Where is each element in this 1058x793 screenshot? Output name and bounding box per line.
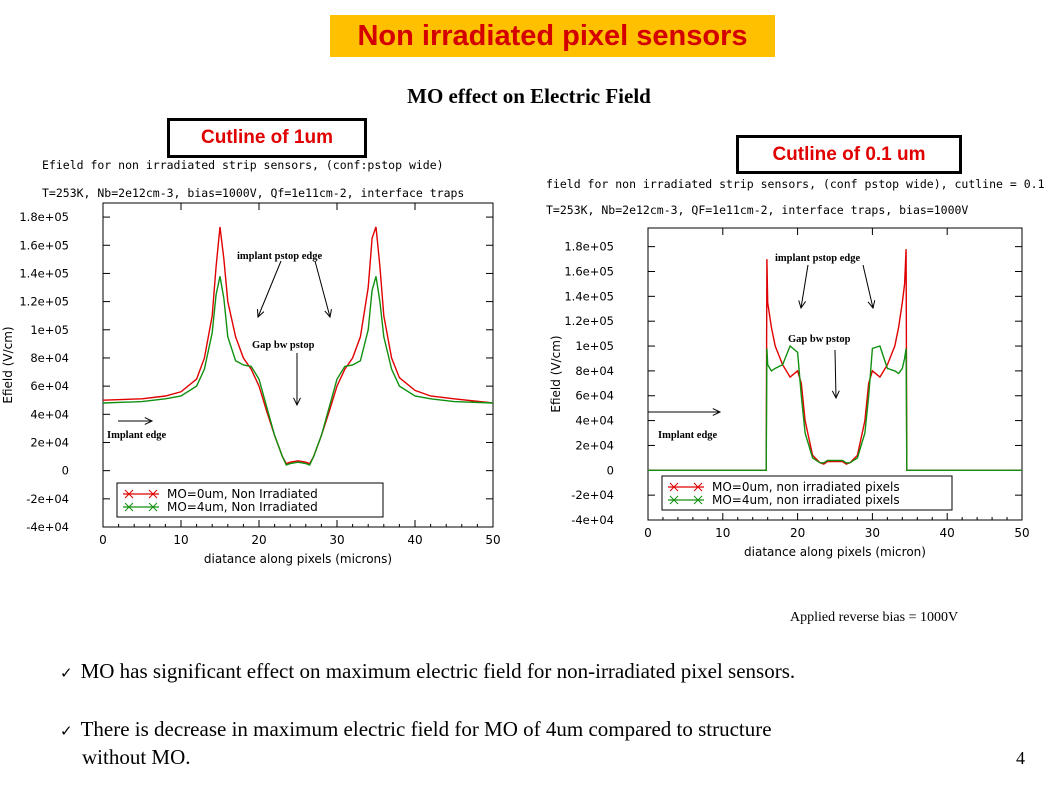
y-tick-label: 0	[607, 463, 614, 477]
annotation-arrow	[257, 260, 282, 318]
cutline-label-left: Cutline of 1um	[167, 118, 367, 158]
chart-header-line: T=253K, Nb=2e12cm-3, bias=1000V, Qf=1e11…	[42, 186, 464, 200]
legend-marker	[669, 495, 679, 505]
bullet-text: without MO.	[82, 745, 191, 769]
y-tick-label: 1e+05	[30, 323, 69, 337]
x-tick-label: 30	[865, 526, 880, 540]
y-tick-label: 1.8e+05	[19, 210, 69, 224]
x-tick-label: 40	[940, 526, 955, 540]
y-tick-label: 6e+04	[575, 389, 614, 403]
y-tick-label: -2e+04	[571, 488, 614, 502]
x-tick-label: 40	[407, 533, 422, 547]
arrow-head	[712, 408, 722, 416]
chart-header-line: T=253K, Nb=2e12cm-3, QF=1e11cm-2, interf…	[546, 203, 968, 217]
page-number: 4	[1016, 748, 1025, 768]
y-tick-label: 1.6e+05	[564, 264, 614, 278]
legend-label: MO=0um, non irradiated pixels	[712, 480, 900, 494]
y-tick-label: -4e+04	[571, 513, 614, 527]
plot-frame	[647, 227, 1023, 521]
series-line	[102, 276, 494, 466]
legend-box	[116, 482, 384, 518]
y-tick-label: 1.2e+05	[564, 314, 614, 328]
chart-header-line: field for non irradiated strip sensors, …	[546, 177, 1045, 191]
annotation-arrow	[834, 349, 837, 399]
annotation-arrow	[314, 260, 331, 318]
annotation-arrow	[800, 264, 809, 309]
legend-box	[661, 475, 953, 511]
arrow-head	[831, 390, 840, 400]
arrow-head	[144, 417, 154, 425]
bullet-text: There is decrease in maximum electric fi…	[80, 717, 772, 741]
x-axis-label: diatance along pixels (micron)	[744, 545, 926, 559]
legend-marker	[693, 482, 703, 492]
x-tick-label: 10	[715, 526, 730, 540]
annotation-label: Implant edge	[107, 430, 167, 441]
arrow-head	[798, 300, 807, 310]
y-axis-label: Efield (V/cm)	[549, 335, 563, 412]
legend-label: MO=4um, Non Irradiated	[167, 500, 318, 514]
bullet-text: MO has significant effect on maximum ele…	[80, 659, 796, 683]
arrow-head	[867, 300, 876, 310]
y-tick-label: 8e+04	[30, 351, 69, 365]
arrow-head	[324, 309, 332, 319]
y-tick-label: 6e+04	[30, 379, 69, 393]
x-axis-label: diatance along pixels (microns)	[204, 552, 392, 566]
chart-right: field for non irradiated strip sensors, …	[546, 177, 1045, 559]
y-tick-label: 1.8e+05	[564, 240, 614, 254]
y-tick-label: 1.4e+05	[564, 289, 614, 303]
y-tick-label: 1.6e+05	[19, 238, 69, 252]
y-tick-label: 4e+04	[575, 414, 614, 428]
y-tick-label: 0	[62, 464, 69, 478]
y-tick-label: 1.4e+05	[19, 266, 69, 280]
y-tick-label: -4e+04	[26, 520, 69, 534]
x-tick-label: 0	[99, 533, 107, 547]
y-tick-label: 1e+05	[575, 339, 614, 353]
y-tick-label: 2e+04	[575, 438, 614, 452]
y-tick-label: -2e+04	[26, 492, 69, 506]
plot-frame	[102, 202, 494, 528]
chart-header-line: Efield for non irradiated strip sensors,…	[42, 158, 444, 172]
cutline-label-right: Cutline of 0.1 um	[736, 135, 962, 174]
legend-label: MO=0um, Non Irradiated	[167, 487, 318, 501]
y-axis-label: Efield (V/cm)	[1, 326, 15, 403]
annotation-label: Gap bw pstop	[252, 340, 315, 351]
legend-label: MO=4um, non irradiated pixels	[712, 493, 900, 507]
bullet-continuation: without MO.	[82, 744, 191, 770]
legend-marker	[148, 489, 158, 499]
x-tick-label: 20	[251, 533, 266, 547]
chart-left: Efield for non irradiated strip sensors,…	[1, 158, 501, 566]
series-line	[648, 344, 1022, 471]
legend-marker	[148, 502, 158, 512]
legend-marker	[693, 495, 703, 505]
annotation-label: implant pstop edge	[237, 251, 323, 262]
series-line	[648, 249, 1022, 471]
x-tick-label: 50	[1014, 526, 1029, 540]
legend-marker	[669, 482, 679, 492]
arrow-head	[293, 397, 301, 407]
bullet-item: ✓ MO has significant effect on maximum el…	[60, 658, 795, 686]
series-line	[102, 226, 494, 465]
x-tick-label: 20	[790, 526, 805, 540]
arrow-head	[257, 308, 265, 319]
annotation-label: implant pstop edge	[775, 253, 861, 264]
annotation-label: Gap bw pstop	[788, 334, 851, 345]
x-tick-label: 30	[329, 533, 344, 547]
checkmark-icon: ✓	[60, 664, 73, 682]
y-tick-label: 4e+04	[30, 407, 69, 421]
x-tick-label: 50	[485, 533, 500, 547]
bias-note: Applied reverse bias = 1000V	[790, 610, 959, 625]
x-tick-label: 10	[173, 533, 188, 547]
y-tick-label: 8e+04	[575, 364, 614, 378]
bullet-item: ✓ There is decrease in maximum electric f…	[60, 716, 772, 744]
annotation-label: Implant edge	[658, 430, 718, 441]
annotation-arrow	[862, 264, 874, 309]
checkmark-icon: ✓	[60, 722, 73, 740]
slide-subtitle: MO effect on Electric Field	[407, 84, 651, 108]
y-tick-label: 1.2e+05	[19, 295, 69, 309]
x-tick-label: 0	[644, 526, 652, 540]
y-tick-label: 2e+04	[30, 435, 69, 449]
legend-marker	[124, 489, 134, 499]
legend-marker	[124, 502, 134, 512]
slide-title: Non irradiated pixel sensors	[330, 15, 775, 57]
